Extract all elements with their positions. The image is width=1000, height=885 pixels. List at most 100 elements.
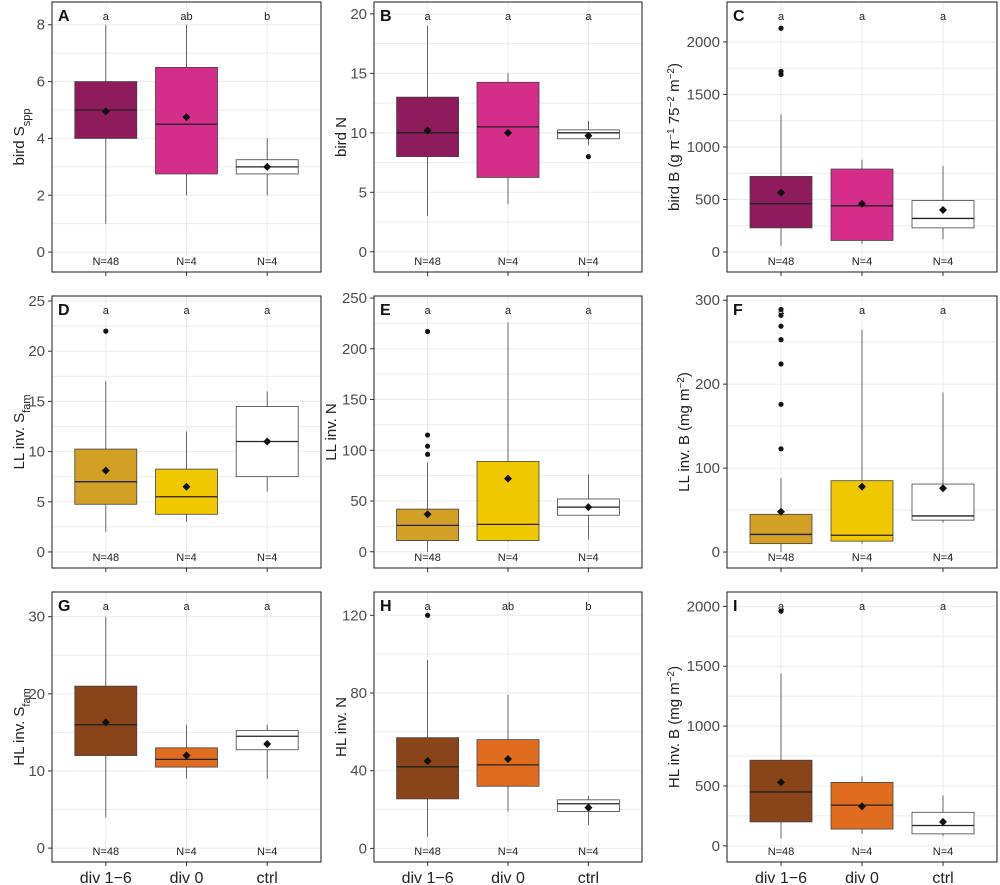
significance-letter: a bbox=[940, 305, 947, 317]
box-2: a N=4 bbox=[235, 305, 299, 564]
y-tick-label: 10 bbox=[28, 444, 45, 461]
y-axis-title: LL inv. Sfam bbox=[11, 394, 33, 469]
panel-frame bbox=[51, 295, 322, 569]
y-tick-label: 250 bbox=[342, 290, 367, 307]
sample-size-label: N=4 bbox=[498, 552, 519, 564]
sample-size-label: N=4 bbox=[176, 846, 197, 858]
y-tick-label: 0 bbox=[712, 838, 720, 855]
panel-frame bbox=[51, 591, 322, 863]
box-0: a N=48 bbox=[74, 11, 138, 268]
panel-label: G bbox=[58, 598, 70, 615]
box-2: b N=4 bbox=[557, 601, 620, 858]
box-iqr bbox=[396, 737, 460, 800]
panel-label: B bbox=[380, 8, 392, 25]
significance-letter: a bbox=[264, 601, 271, 613]
y-tick-label: 200 bbox=[342, 341, 367, 358]
panel-d: a N=48 a N=4 a N=4 0 5 10 15 20 25 D LL inv. Sfam bbox=[11, 293, 322, 572]
significance-letter: ab bbox=[180, 11, 192, 23]
y-tick-label: 4 bbox=[37, 130, 45, 147]
y-tick-label: 8 bbox=[37, 17, 45, 34]
x-tick-label: ctrl bbox=[257, 870, 278, 885]
significance-letter: a bbox=[103, 305, 110, 317]
box-2: a N=4 bbox=[911, 601, 975, 858]
mean-marker bbox=[858, 199, 866, 208]
box-2: a N=4 bbox=[235, 601, 299, 858]
outlier-point bbox=[778, 361, 784, 367]
box-1: a N=4 bbox=[155, 601, 218, 858]
sample-size-label: N=48 bbox=[414, 256, 441, 268]
y-tick-label: 2 bbox=[37, 187, 45, 204]
significance-letter: a bbox=[505, 305, 512, 317]
box-iqr bbox=[74, 448, 138, 505]
y-tick-label: 120 bbox=[342, 607, 367, 624]
mean-marker bbox=[939, 206, 947, 215]
y-tick-label: 10 bbox=[28, 763, 45, 780]
y-tick-label: 80 bbox=[350, 685, 367, 702]
sample-size-label: N=4 bbox=[933, 846, 954, 858]
significance-letter: a bbox=[940, 601, 947, 613]
panel-label: D bbox=[58, 302, 70, 319]
box-0: a N=48 bbox=[396, 601, 460, 858]
y-axis-title: HL inv. N bbox=[333, 697, 350, 757]
panel-label: I bbox=[733, 598, 737, 615]
box-1: a N=4 bbox=[155, 305, 218, 564]
mean-marker bbox=[504, 755, 512, 764]
box-0: a N=48 bbox=[74, 601, 138, 858]
significance-letter: a bbox=[778, 11, 785, 23]
box-iqr bbox=[749, 513, 813, 545]
outlier-point bbox=[778, 608, 784, 614]
sample-size-label: N=4 bbox=[176, 256, 197, 268]
sample-size-label: N=4 bbox=[578, 552, 599, 564]
sample-size-label: N=4 bbox=[257, 846, 278, 858]
outlier-point bbox=[585, 154, 592, 160]
sample-size-label: N=48 bbox=[414, 552, 441, 564]
outlier-point bbox=[425, 451, 431, 457]
y-axis-title: LL inv. B (mg m−2) bbox=[676, 372, 694, 492]
y-axis-title: bird B (g π−1 75−2 m−2) bbox=[666, 63, 684, 211]
sample-size-label: N=4 bbox=[852, 552, 873, 564]
y-tick-label: 20 bbox=[28, 343, 45, 360]
panel-e: a N=48 a N=4 a N=4 0 50 100 150 200 250 E LL inv. N bbox=[323, 290, 643, 572]
mean-marker bbox=[263, 437, 272, 446]
box-iqr bbox=[155, 468, 218, 515]
box-1: ab N=4 bbox=[476, 601, 540, 858]
y-tick-label: 2000 bbox=[687, 34, 720, 51]
y-tick-label: 0 bbox=[37, 244, 45, 261]
box-iqr bbox=[830, 480, 894, 542]
x-tick-label: div 0 bbox=[170, 870, 204, 885]
mean-marker bbox=[777, 507, 785, 516]
box-1: ab N=4 bbox=[155, 11, 218, 268]
significance-letter: a bbox=[585, 305, 592, 317]
y-tick-label: 1000 bbox=[687, 718, 720, 735]
box-0: a N=48 bbox=[74, 305, 138, 564]
box-2: a N=4 bbox=[911, 11, 975, 268]
y-axis-title: LL inv. N bbox=[323, 403, 340, 461]
box-0: a N=48 bbox=[749, 305, 813, 564]
y-tick-label: 1000 bbox=[687, 139, 720, 156]
mean-marker bbox=[182, 113, 191, 122]
y-axis-title: bird Sspp bbox=[11, 109, 33, 166]
outlier-point bbox=[778, 337, 784, 343]
x-tick-label: div 1−6 bbox=[402, 870, 454, 885]
y-tick-label: 300 bbox=[695, 292, 720, 309]
sample-size-label: N=4 bbox=[257, 552, 278, 564]
y-tick-label: 150 bbox=[342, 392, 367, 409]
significance-letter: ab bbox=[502, 601, 514, 613]
outlier-point bbox=[778, 306, 784, 313]
significance-letter: a bbox=[778, 601, 785, 613]
y-tick-label: 0 bbox=[359, 544, 367, 561]
y-tick-label: 15 bbox=[350, 65, 367, 82]
significance-letter: a bbox=[859, 601, 866, 613]
panel-frame bbox=[51, 1, 322, 273]
y-tick-label: 100 bbox=[695, 460, 720, 477]
outlier-point bbox=[425, 328, 431, 335]
y-tick-label: 500 bbox=[695, 192, 720, 209]
mean-marker bbox=[504, 128, 512, 137]
sample-size-label: N=4 bbox=[578, 256, 599, 268]
outlier-point bbox=[103, 328, 109, 334]
box-iqr bbox=[749, 759, 813, 823]
significance-letter: a bbox=[183, 601, 190, 613]
sample-size-label: N=48 bbox=[414, 846, 441, 858]
